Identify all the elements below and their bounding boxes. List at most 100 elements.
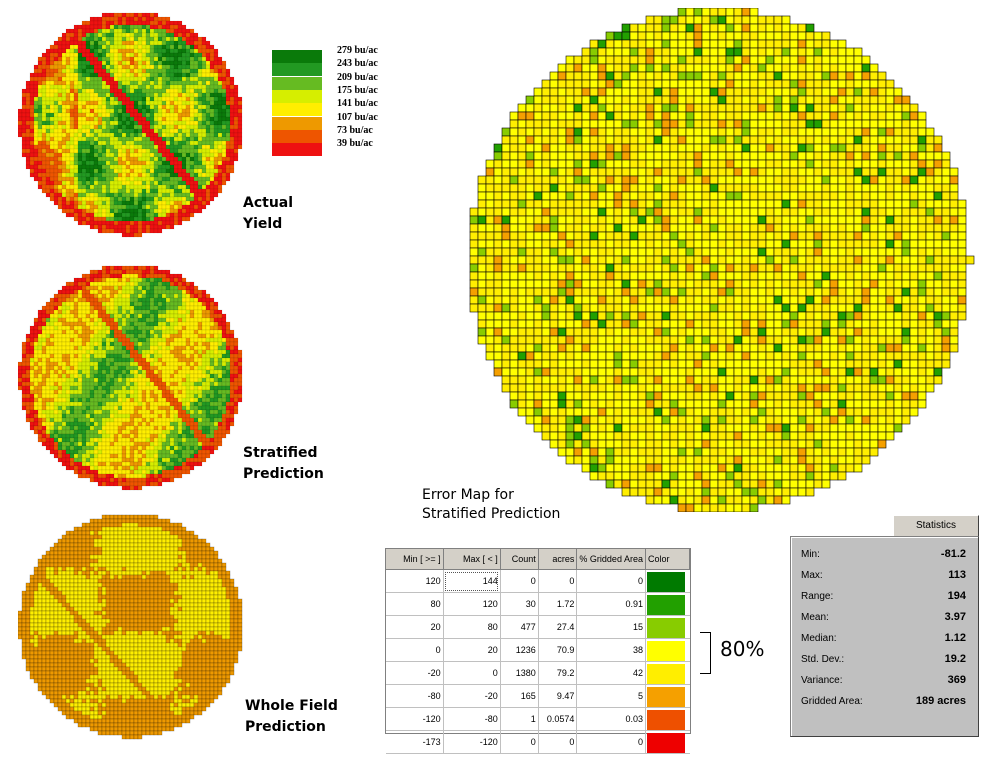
table-cell-color[interactable]	[645, 707, 690, 731]
table-cell-color[interactable]	[645, 684, 690, 708]
table-cell-max[interactable]: 120	[443, 592, 501, 616]
table-cell-acres[interactable]: 27.4	[538, 615, 578, 639]
stat-row: Min: -81.2	[801, 548, 966, 569]
table-cell-count[interactable]: 30	[500, 592, 539, 616]
table-row[interactable]: -80 -20 165 9.47 5	[386, 684, 690, 708]
actual-yield-label-line2: Yield	[243, 216, 283, 232]
table-row[interactable]: -20 0 1380 79.2 42	[386, 661, 690, 685]
error-map-title: Error Map for Stratified Prediction	[422, 486, 560, 524]
stat-label: Mean:	[801, 612, 829, 623]
table-cell-color[interactable]	[645, 592, 690, 616]
table-header-row: Min [ >= ] Max [ < ] Count acres % Gridd…	[386, 549, 691, 570]
stratified-prediction-map	[18, 265, 243, 491]
legend-label: 73 bu/ac	[337, 124, 373, 136]
table-cell-acres[interactable]: 1.72	[538, 592, 578, 616]
legend-swatch	[272, 63, 322, 77]
table-cell-max[interactable]: -80	[443, 707, 501, 731]
table-cell-min[interactable]: 0	[386, 638, 444, 662]
table-cell-acres[interactable]: 70.9	[538, 638, 578, 662]
table-cell-color[interactable]	[645, 730, 690, 754]
stat-row: Std. Dev.: 19.2	[801, 653, 966, 674]
legend-swatch	[272, 129, 322, 143]
table-cell-acres[interactable]: 0.0574	[538, 707, 578, 731]
stat-label: Gridded Area:	[801, 696, 863, 707]
table-cell-max[interactable]: -20	[443, 684, 501, 708]
error-map	[469, 8, 975, 512]
table-cell-min[interactable]: -80	[386, 684, 444, 708]
stat-row: Variance: 369	[801, 674, 966, 695]
whole-field-prediction-map	[18, 514, 243, 740]
table-cell-pct[interactable]: 0	[576, 569, 646, 593]
stat-row: Mean: 3.97	[801, 611, 966, 632]
table-cell-count[interactable]: 1236	[500, 638, 539, 662]
table-cell-pct[interactable]: 38	[576, 638, 646, 662]
table-cell-max[interactable]: 0	[443, 661, 501, 685]
table-cell-max[interactable]: 80	[443, 615, 501, 639]
col-color[interactable]: Color	[645, 549, 691, 570]
stat-label: Range:	[801, 591, 834, 602]
table-cell-count[interactable]: 0	[500, 730, 539, 754]
color-swatch	[646, 709, 685, 730]
table-row[interactable]: 120 144 0 0 0	[386, 569, 690, 593]
table-cell-count[interactable]: 477	[500, 615, 539, 639]
stratified-label-line2: Prediction	[243, 466, 324, 482]
col-count[interactable]: Count	[500, 549, 539, 570]
table-cell-count[interactable]: 165	[500, 684, 539, 708]
table-cell-color[interactable]	[645, 569, 690, 593]
table-cell-pct[interactable]: 0.03	[576, 707, 646, 731]
table-cell-min[interactable]: -20	[386, 661, 444, 685]
table-cell-color[interactable]	[645, 638, 690, 662]
table-cell-acres[interactable]: 9.47	[538, 684, 578, 708]
legend-label: 141 bu/ac	[337, 98, 378, 110]
table-cell-acres[interactable]: 0	[538, 730, 578, 754]
col-min[interactable]: Min [ >= ]	[386, 549, 444, 570]
color-swatch	[646, 732, 685, 753]
whole-field-prediction-label: Whole Field Prediction	[245, 696, 338, 738]
legend-label: 279 bu/ac	[337, 45, 378, 56]
col-acres[interactable]: acres	[538, 549, 578, 570]
table-cell-min[interactable]: 20	[386, 615, 444, 639]
table-cell-pct[interactable]: 5	[576, 684, 646, 708]
table-row[interactable]: -173 -120 0 0 0	[386, 730, 690, 754]
table-cell-min[interactable]: -173	[386, 730, 444, 754]
color-swatch	[646, 571, 685, 592]
table-cell-acres[interactable]: 0	[538, 569, 578, 593]
color-swatch	[646, 663, 685, 684]
table-cell-pct[interactable]: 42	[576, 661, 646, 685]
table-cell-color[interactable]	[645, 661, 690, 685]
bracket	[700, 632, 711, 674]
col-pct-gridded-area[interactable]: % Gridded Area	[576, 549, 646, 570]
table-cell-pct[interactable]: 0.91	[576, 592, 646, 616]
color-swatch	[646, 640, 685, 661]
stat-label: Median:	[801, 633, 837, 644]
table-cell-max[interactable]: 144	[443, 569, 501, 593]
table-cell-max[interactable]: -120	[443, 730, 501, 754]
legend-swatch	[272, 116, 322, 130]
statistics-tab[interactable]: Statistics	[893, 515, 979, 537]
legend-swatch	[272, 50, 322, 63]
table-cell-count[interactable]: 1380	[500, 661, 539, 685]
stratified-prediction-label: Stratified Prediction	[243, 443, 324, 485]
table-cell-count[interactable]: 1	[500, 707, 539, 731]
table-row[interactable]: 80 120 30 1.72 0.91	[386, 592, 690, 616]
table-cell-acres[interactable]: 79.2	[538, 661, 578, 685]
table-row[interactable]: 0 20 1236 70.9 38	[386, 638, 690, 662]
table-cell-min[interactable]: -120	[386, 707, 444, 731]
col-max[interactable]: Max [ < ]	[443, 549, 501, 570]
table-cell-pct[interactable]: 0	[576, 730, 646, 754]
table-row[interactable]: 20 80 477 27.4 15	[386, 615, 690, 639]
table-cell-count[interactable]: 0	[500, 569, 539, 593]
table-cell-pct[interactable]: 15	[576, 615, 646, 639]
stratified-label-line1: Stratified	[243, 445, 318, 461]
table-cell-color[interactable]	[645, 615, 690, 639]
table-cell-min[interactable]: 120	[386, 569, 444, 593]
actual-yield-map	[18, 12, 243, 238]
table-cell-min[interactable]: 80	[386, 592, 444, 616]
table-row[interactable]: -120 -80 1 0.0574 0.03	[386, 707, 690, 731]
error-map-title-line1: Error Map for	[422, 487, 514, 503]
whole-field-label-line1: Whole Field	[245, 698, 338, 714]
stat-row: Range: 194	[801, 590, 966, 611]
stat-row: Median: 1.12	[801, 632, 966, 653]
color-swatch	[646, 686, 685, 707]
table-cell-max[interactable]: 20	[443, 638, 501, 662]
